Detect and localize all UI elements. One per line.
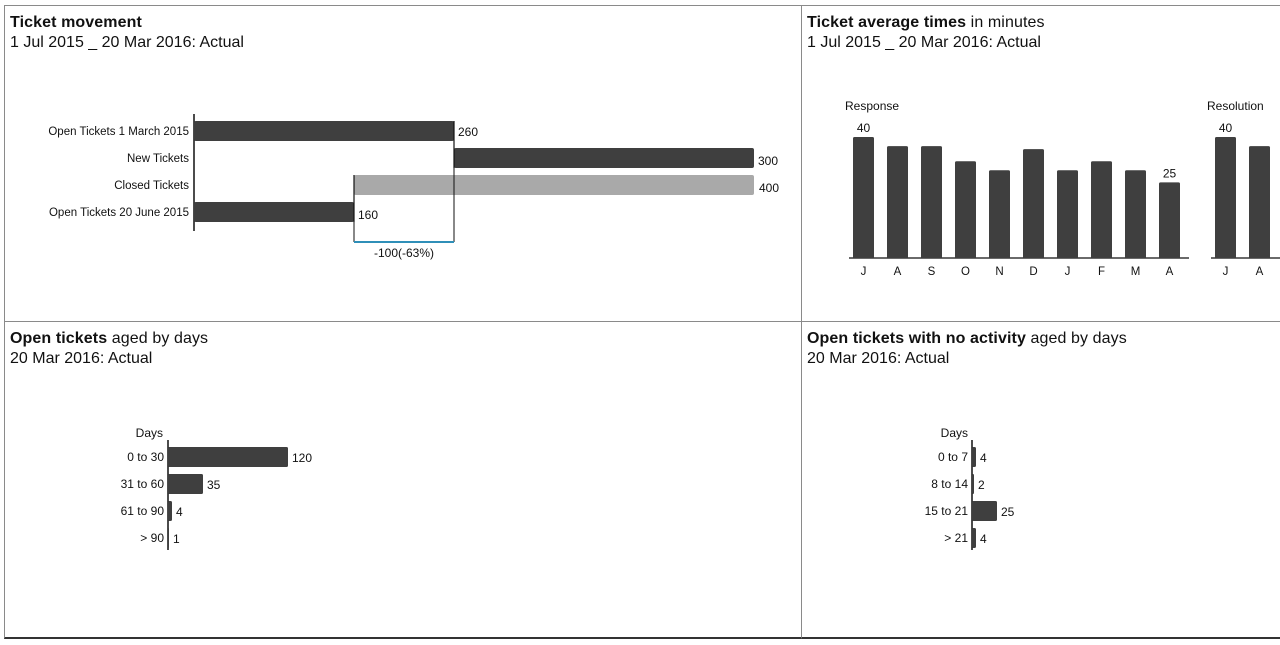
bar <box>853 137 874 258</box>
category-label: 31 to 60 <box>121 477 165 491</box>
ticket-average-times-panel: Ticket average times in minutes 1 Jul 20… <box>801 5 1280 323</box>
delta-label: -100(-63%) <box>374 246 434 260</box>
tick-label: M <box>1131 266 1141 278</box>
value-label: 25 <box>1001 505 1015 519</box>
tick-label: J <box>1223 266 1229 278</box>
bar <box>168 447 288 467</box>
group-title: Response <box>845 99 899 113</box>
open-tickets-aged-panel: Open tickets aged by days 20 Mar 2016: A… <box>4 321 803 639</box>
bar <box>168 474 203 494</box>
data-label: 40 <box>857 121 871 135</box>
waterfall-bar <box>454 148 754 168</box>
value-label: 300 <box>758 154 778 168</box>
value-label: 35 <box>207 478 221 492</box>
category-label: 15 to 21 <box>925 504 969 518</box>
waterfall-bar <box>194 202 354 222</box>
category-label: > 90 <box>140 531 164 545</box>
tick-label: A <box>894 266 902 278</box>
tick-label: A <box>1256 266 1264 278</box>
panel-title: Ticket average times in minutes <box>807 14 1045 31</box>
axis-title: Days <box>136 426 163 440</box>
no-activity-aged-chart: Days 0 to 7 4 8 to 14 2 15 to 21 25 > 21 4 <box>925 426 1015 550</box>
value-label: 2 <box>978 478 985 492</box>
panel-subtitle: 20 Mar 2016: Actual <box>10 350 153 367</box>
bar <box>1023 149 1044 258</box>
panel-subtitle: 1 Jul 2015 _ 20 Mar 2016: Actual <box>807 34 1041 51</box>
bar <box>168 528 169 548</box>
bar <box>1125 170 1146 258</box>
panel-title: Open tickets aged by days <box>10 330 209 347</box>
category-label: > 21 <box>944 531 968 545</box>
waterfall-bar <box>194 121 454 141</box>
bar <box>972 501 997 521</box>
category-label: 8 to 14 <box>931 477 968 491</box>
category-label: 61 to 90 <box>121 504 165 518</box>
bar <box>989 170 1010 258</box>
no-activity-aged-panel: Open tickets with no activity aged by da… <box>801 321 1280 639</box>
category-label: New Tickets <box>127 153 189 165</box>
value-label: 260 <box>458 125 478 139</box>
bar <box>955 161 976 258</box>
bar <box>1249 146 1270 258</box>
tick-label: D <box>1029 266 1037 278</box>
bar <box>972 528 976 548</box>
panel-title: Open tickets with no activity aged by da… <box>807 330 1127 347</box>
value-label: 160 <box>358 208 378 222</box>
bar <box>168 501 172 521</box>
bar <box>1091 161 1112 258</box>
bar <box>1159 182 1180 258</box>
tick-label: S <box>928 266 936 278</box>
tick-label: F <box>1098 266 1105 278</box>
value-label: 4 <box>176 505 183 519</box>
category-label: Open Tickets 1 March 2015 <box>48 126 189 138</box>
bar <box>972 474 974 494</box>
bar <box>1215 137 1236 258</box>
data-label: 40 <box>1219 121 1233 135</box>
bar <box>972 447 976 467</box>
tick-label: N <box>995 266 1003 278</box>
bar <box>887 146 908 258</box>
panel-subtitle: 1 Jul 2015 _ 20 Mar 2016: Actual <box>10 34 244 51</box>
value-label: 400 <box>759 181 779 195</box>
panel-subtitle: 20 Mar 2016: Actual <box>807 350 950 367</box>
ticket-movement-panel: Ticket movement 1 Jul 2015 _ 20 Mar 2016… <box>4 5 803 323</box>
value-label: 1 <box>173 532 180 546</box>
waterfall-bar <box>354 175 754 195</box>
tick-label: O <box>961 266 970 278</box>
value-label: 4 <box>980 532 987 546</box>
category-label: Open Tickets 20 June 2015 <box>49 207 189 219</box>
ticket-movement-chart: Open Tickets 1 March 2015 260 New Tickets 3… <box>48 114 779 260</box>
value-label: 4 <box>980 451 987 465</box>
tick-label: J <box>1065 266 1071 278</box>
open-tickets-aged-chart: Days 0 to 30 120 31 to 60 35 61 to 90 4 > 90 1 <box>121 426 312 550</box>
category-label: 0 to 30 <box>127 450 164 464</box>
category-label: Closed Tickets <box>114 180 189 192</box>
group-title: Resolution <box>1207 99 1264 113</box>
bar <box>921 146 942 258</box>
category-label: 0 to 7 <box>938 450 968 464</box>
ticket-average-times-chart: Response J 40 A S O N D J F M A 25 Resolution J 40 A <box>845 99 1280 278</box>
panel-title: Ticket movement <box>10 14 142 31</box>
axis-title: Days <box>941 426 968 440</box>
tick-label: J <box>861 266 867 278</box>
tick-label: A <box>1166 266 1174 278</box>
bar <box>1057 170 1078 258</box>
data-label: 25 <box>1163 166 1177 180</box>
value-label: 120 <box>292 451 312 465</box>
